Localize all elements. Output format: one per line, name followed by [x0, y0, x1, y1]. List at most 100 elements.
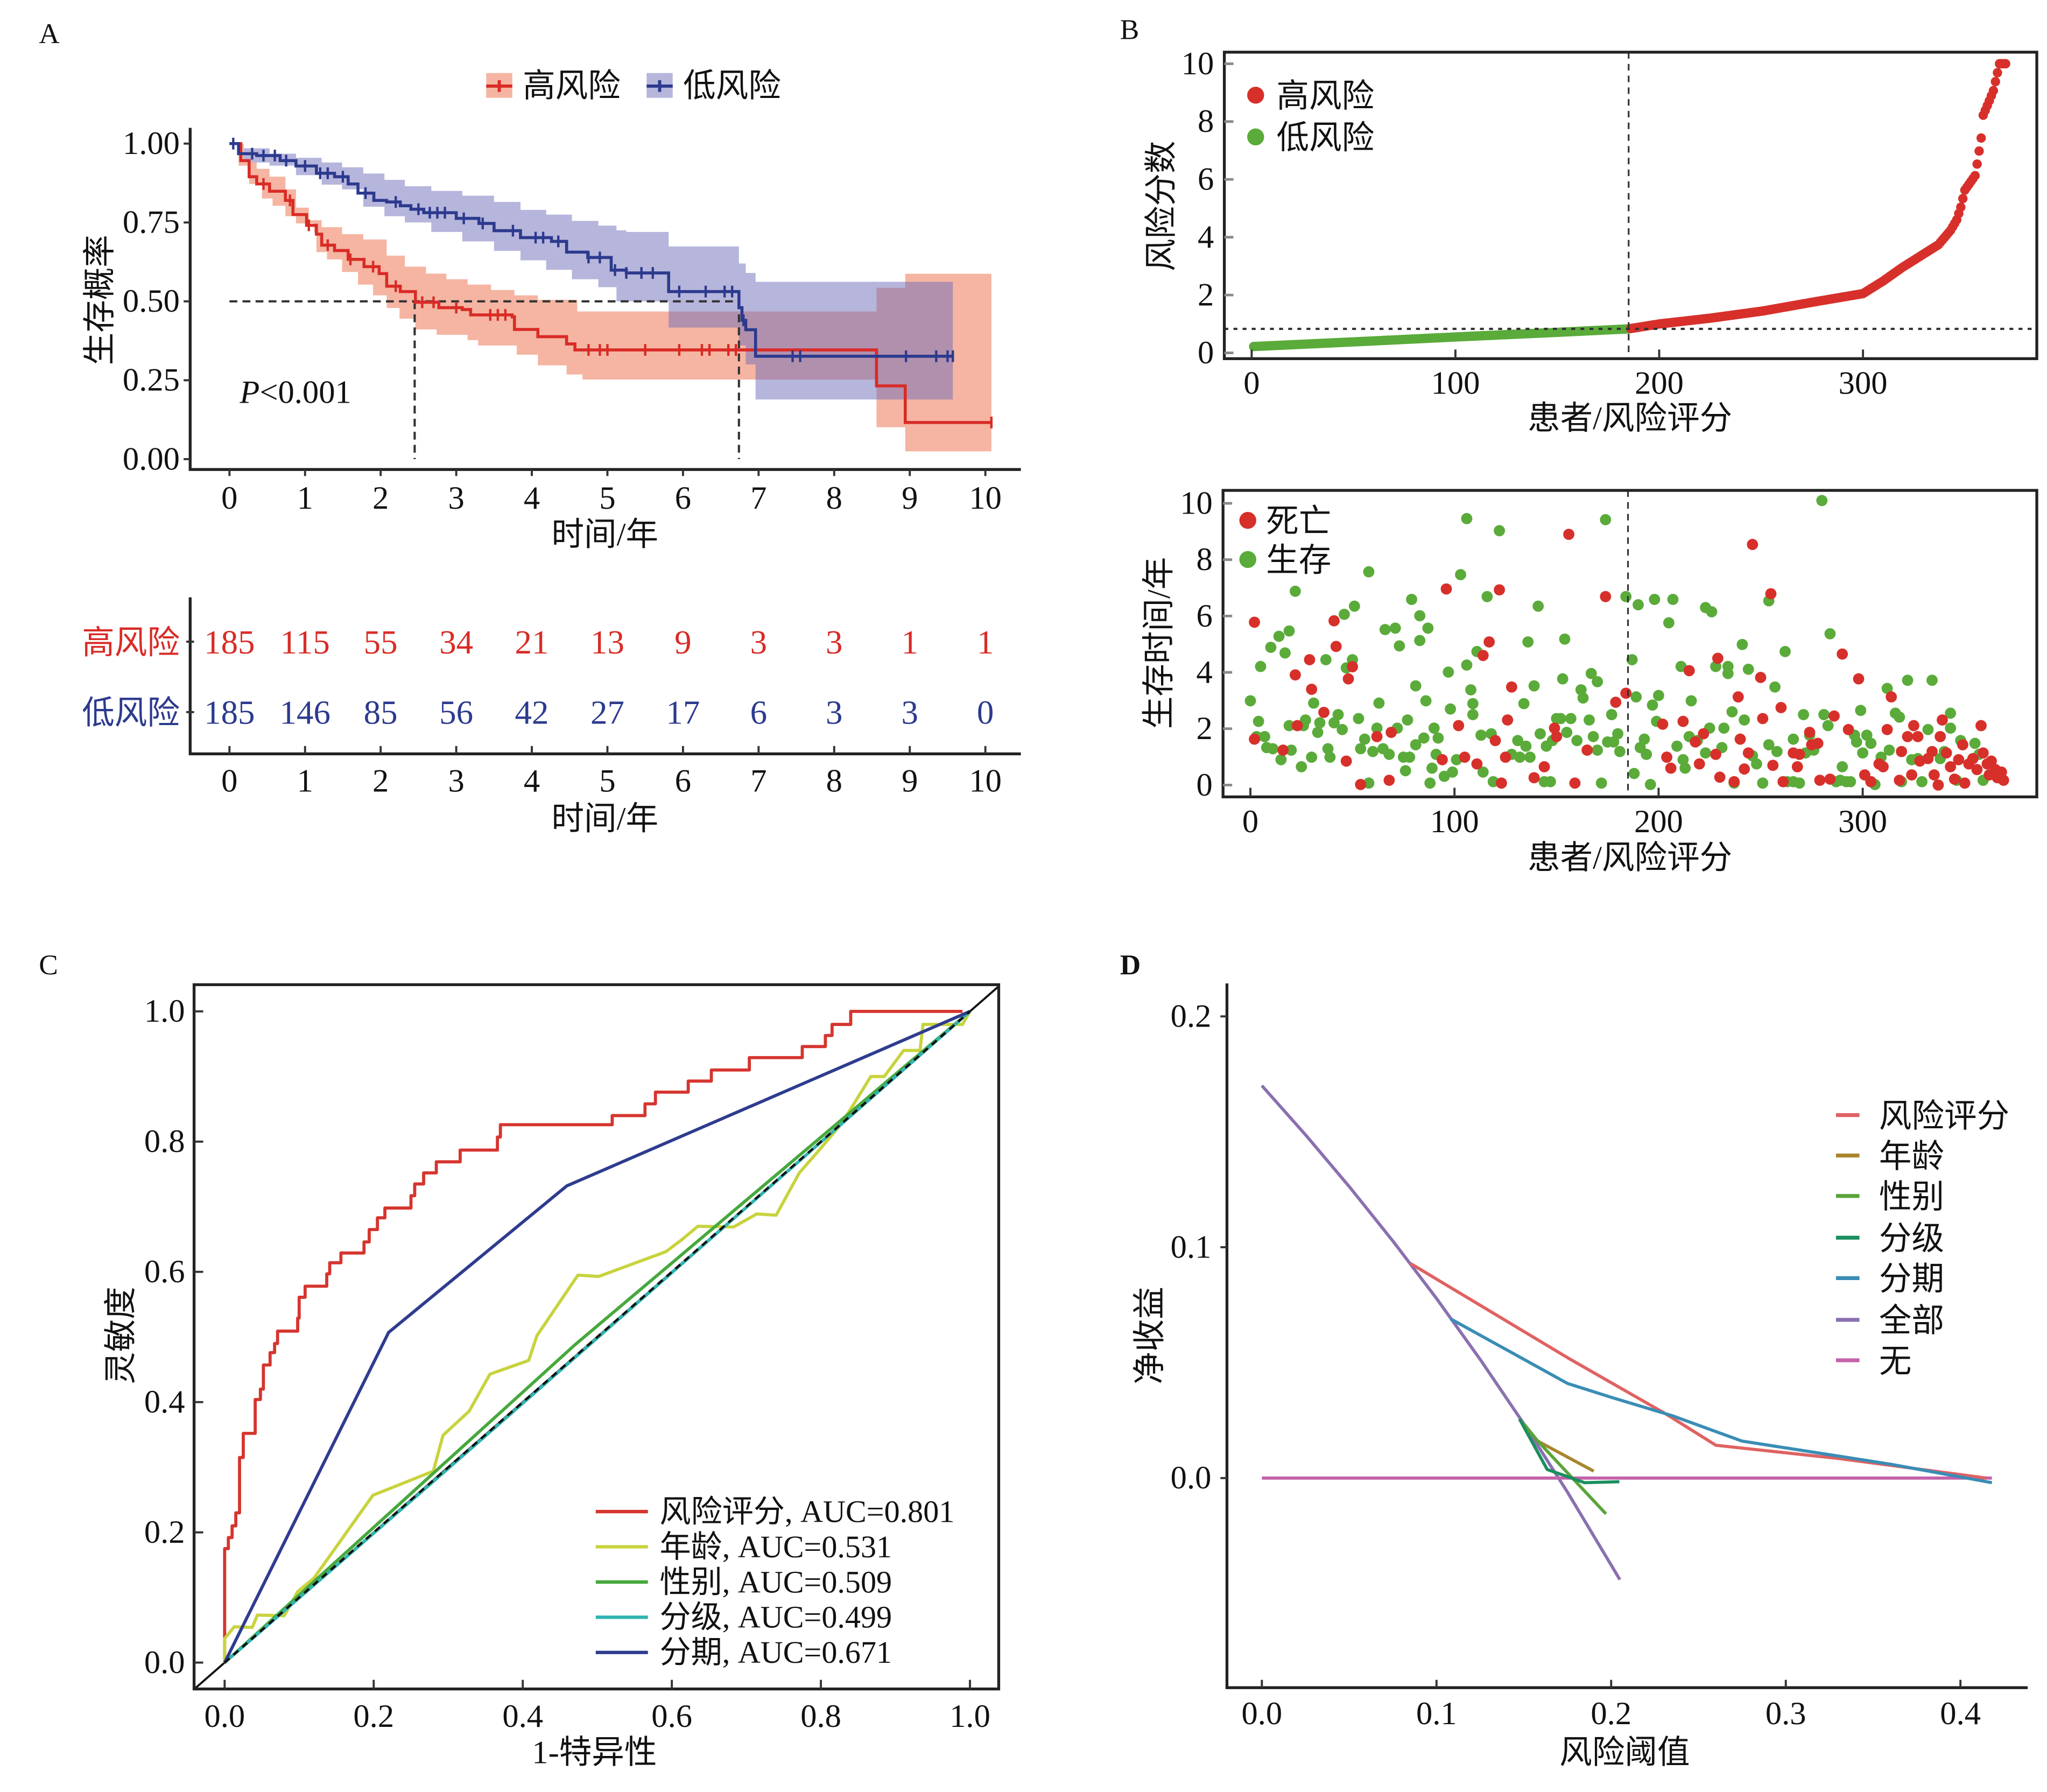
- survival-status-point-alive: [1467, 709, 1479, 720]
- y-tick-label: 4: [1197, 654, 1213, 690]
- legend-item-risk-score: 风险评分, AUC=0.801: [595, 1494, 954, 1529]
- y-tick-label: 6: [1198, 161, 1214, 198]
- risk-table-cell: 17: [666, 694, 700, 732]
- survival-status-point-alive: [1647, 699, 1658, 711]
- survival-status-point-alive: [1798, 709, 1810, 720]
- survival-status-point-alive: [1418, 732, 1430, 744]
- survival-status-point-alive: [1320, 654, 1332, 665]
- x-tick-label: 6: [675, 480, 691, 516]
- legend-label-grade: 分级: [1879, 1221, 1944, 1257]
- survival-status-point-alive: [1461, 659, 1473, 671]
- survival-status-point-dead: [1306, 684, 1318, 695]
- survival-status-point-alive: [1788, 733, 1799, 745]
- x-tick-label: 0: [221, 480, 237, 516]
- survival-status-point-alive: [1285, 744, 1297, 756]
- survival-status-point-alive: [1837, 761, 1848, 772]
- risk-score-point-high: [2001, 59, 2010, 69]
- survival-status-point-dead: [1440, 583, 1452, 595]
- survival-status-point-dead: [1824, 773, 1836, 785]
- survival-status-point-dead: [1506, 681, 1517, 693]
- survival-status-point-alive: [1706, 606, 1718, 617]
- survival-status-point-alive: [1339, 608, 1350, 620]
- survival-status-point-alive: [1383, 748, 1395, 760]
- survival-status-point-dead: [1347, 661, 1359, 673]
- survival-status-point-alive: [1565, 713, 1577, 725]
- legend-item-low-risk: 低风险: [646, 68, 781, 104]
- x-tick-label: 300: [1839, 366, 1888, 402]
- legend-item-stage: 分期: [1835, 1261, 1944, 1297]
- legend-dot-alive-icon: [1239, 551, 1256, 568]
- km-y-axis-title: 生存概率: [82, 235, 118, 365]
- survival-status-point-dead: [1538, 761, 1550, 772]
- y-tick-label: 0.0: [144, 1645, 185, 1681]
- x-tick-label: 0.0: [204, 1698, 245, 1734]
- panel-a-survival: A 高风险 低风险 0.000.250.500.751.000 1 2 3 4 5 6 7 8 9…: [39, 18, 1021, 837]
- survival-status-point-alive: [1465, 684, 1476, 695]
- survival-status-point-dead: [1477, 650, 1489, 662]
- survival-status-point-dead: [1837, 648, 1848, 660]
- survival-status-point-alive: [1779, 645, 1791, 657]
- survival-status-point-dead: [1371, 730, 1383, 742]
- survival-status-point-alive: [1750, 758, 1762, 770]
- survival-status-point-alive: [1816, 495, 1828, 507]
- survival-status-point-dead: [1742, 747, 1754, 759]
- km-plot-area: 0.00 0.25 0.50 0.75 1.00 0 1 2 3 4 5 6 7 8 9 10: [123, 125, 1021, 516]
- survival-status-point-dead: [1886, 691, 1897, 702]
- survival-status-point-alive: [1379, 624, 1391, 635]
- legend-label-age: 年龄: [1879, 1139, 1944, 1175]
- y-tick-label: 0.1: [1171, 1229, 1212, 1265]
- survival-status-point-alive: [1763, 739, 1775, 750]
- survival-status-point-alive: [1244, 695, 1256, 707]
- survival-status-point-alive: [1512, 735, 1524, 747]
- survival-status-point-dead: [1975, 720, 1987, 732]
- survival-status-point-dead: [1710, 748, 1721, 760]
- survival-status-point-alive: [1883, 744, 1895, 756]
- y-tick-label: 0.2: [1171, 999, 1212, 1035]
- legend-line-high-risk-icon: [486, 80, 512, 92]
- survival-status-point-dead: [1385, 727, 1397, 738]
- roc-curve-stage: [223, 1010, 971, 1663]
- risk-table-cell: 6: [750, 694, 768, 732]
- survival-status-point-dead: [1620, 687, 1632, 699]
- legend-label-grade: 分级, AUC=0.499: [660, 1600, 892, 1635]
- survival-status-point-alive: [1557, 673, 1568, 685]
- risk-table-cell: 55: [364, 623, 398, 661]
- survival-status-point-alive: [1422, 622, 1434, 634]
- survival-status-point-alive: [1649, 594, 1661, 605]
- survival-status-point-dead: [1908, 720, 1919, 732]
- survival-status-point-alive: [1587, 730, 1599, 742]
- survival-status-point-alive: [1275, 754, 1287, 765]
- survival-status-point-alive: [1663, 617, 1675, 629]
- panel-d-decision-curve: D 0.0 0.1 0.2 0.0 0.1 0.2 0.3 0.4 风险评分 年龄 性别 分级…: [1120, 949, 2028, 1771]
- survival-status-point-alive: [1273, 630, 1285, 642]
- y-tick-label: 2: [1197, 711, 1213, 747]
- survival-status-point-dead: [1902, 730, 1914, 742]
- survival-status-point-dead: [1928, 769, 1940, 781]
- x-tick-label: 10: [969, 480, 1002, 516]
- survival-status-point-alive: [1571, 735, 1583, 747]
- decision-curve-age: [1537, 1439, 1595, 1473]
- survival-status-point-dead: [1940, 747, 1952, 759]
- survival-status-point-alive: [1353, 713, 1364, 725]
- survival-status-point-alive: [1916, 776, 1928, 788]
- x-tick-label: 8: [826, 763, 842, 799]
- survival-status-point-alive: [1306, 751, 1318, 763]
- survival-status-point-alive: [1545, 776, 1556, 788]
- survival-status-point-dead: [1249, 733, 1261, 745]
- risk-table-cell: 3: [750, 623, 768, 661]
- survival-status-point-alive: [1585, 667, 1597, 679]
- decision-curve-risk-score: [1409, 1262, 1987, 1480]
- survival-status-point-dead: [1698, 728, 1710, 740]
- survival-status-points-alive: [1244, 495, 1989, 790]
- x-tick-label: 4: [524, 763, 540, 799]
- survival-status-point-alive: [1312, 727, 1324, 738]
- x-tick-label: 9: [902, 763, 918, 799]
- legend-label-low-risk: 低风险: [1277, 120, 1375, 156]
- survival-status-point-alive: [1324, 751, 1336, 763]
- survival-status-point-alive: [1771, 746, 1783, 757]
- y-tick-label: 1.00: [123, 125, 180, 161]
- survival-status-point-alive: [1532, 600, 1544, 612]
- survival-status-point-alive: [1283, 625, 1295, 637]
